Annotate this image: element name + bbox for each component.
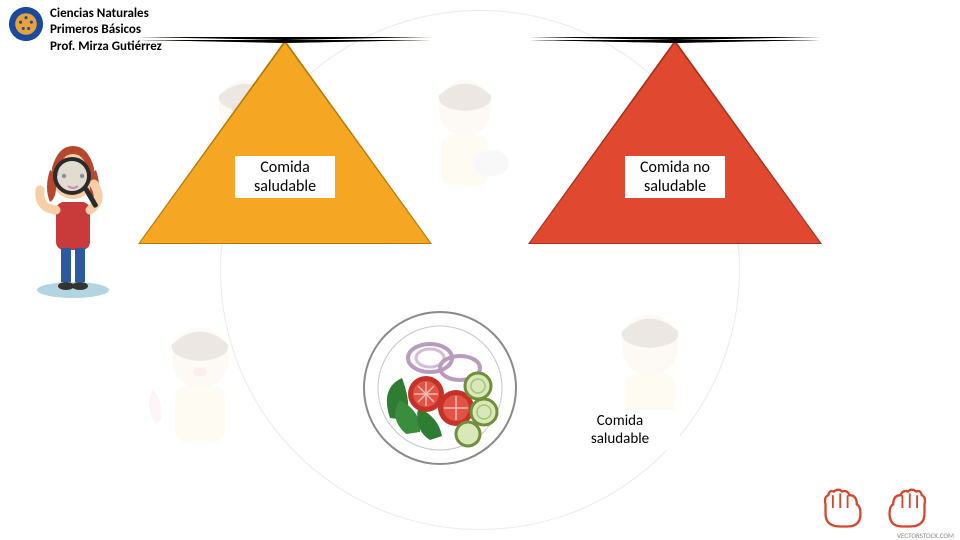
hand-left-icon xyxy=(820,486,866,532)
healthy-food-label-text: Comida saludable xyxy=(241,158,329,196)
unhealthy-food-label: Comida no saludable xyxy=(625,156,725,198)
bottom-healthy-label-text: Comida saludable xyxy=(564,412,676,448)
image-credit: VECTORSTOCK.COM xyxy=(897,531,954,540)
unhealthy-food-label-text: Comida no saludable xyxy=(631,158,719,196)
school-logo xyxy=(8,6,44,42)
unhealthy-food-triangle xyxy=(530,40,820,243)
healthy-food-triangle xyxy=(140,40,430,243)
hand-right-icon xyxy=(884,486,930,532)
hands-container xyxy=(820,486,930,532)
healthy-food-label: Comida saludable xyxy=(235,156,335,198)
bottom-healthy-label: Comida saludable xyxy=(560,410,680,450)
background-child-4 xyxy=(130,318,270,488)
girl-magnifier-icon xyxy=(28,140,118,300)
header-line-1: Ciencias Naturales xyxy=(50,6,162,22)
salad-plate-icon xyxy=(360,308,520,468)
